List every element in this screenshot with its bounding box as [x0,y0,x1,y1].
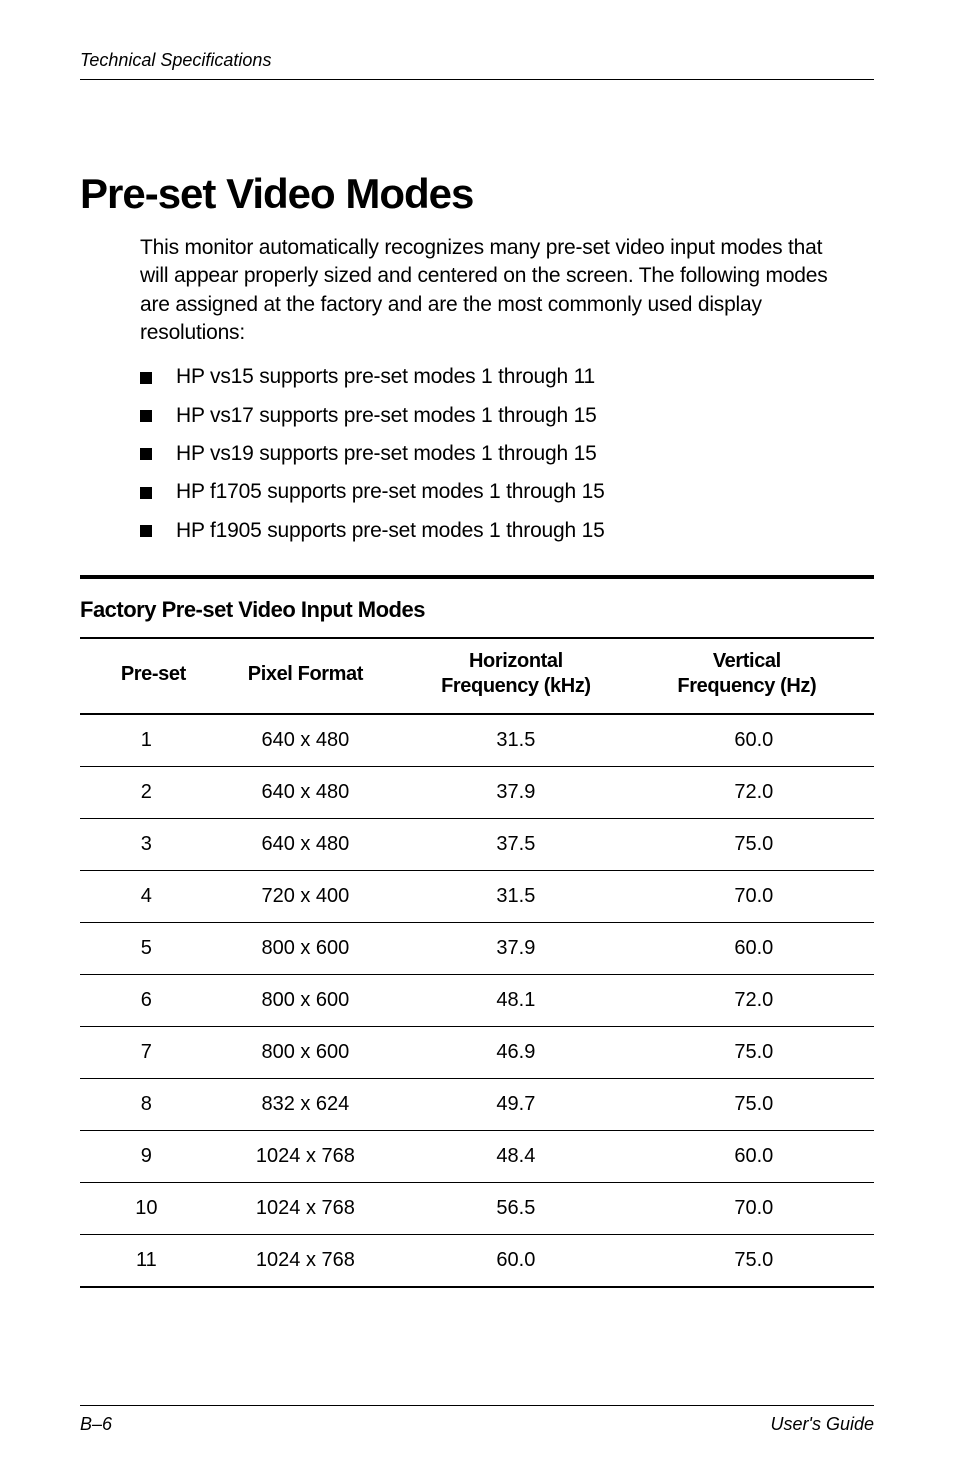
table-cell: 48.1 [398,975,634,1027]
table-row: 6800 x 60048.172.0 [80,975,874,1027]
table-cell: 800 x 600 [213,975,398,1027]
table-row: 101024 x 76856.570.0 [80,1183,874,1235]
table-row: 2640 x 48037.972.0 [80,767,874,819]
table-cell: 70.0 [634,1183,874,1235]
bullet-text: HP vs15 supports pre-set modes 1 through… [176,363,595,391]
table-row: 111024 x 76860.075.0 [80,1235,874,1288]
bullet-text: HP f1705 supports pre-set modes 1 throug… [176,478,605,506]
bullet-text: HP f1905 supports pre-set modes 1 throug… [176,517,605,545]
table-cell: 75.0 [634,1235,874,1288]
table-cell: 5 [80,923,213,975]
bullet-item: HP f1705 supports pre-set modes 1 throug… [140,478,874,506]
table-header-row: Pre-set Pixel Format HorizontalFrequency… [80,638,874,714]
table-cell: 60.0 [634,923,874,975]
square-bullet-icon [140,448,152,460]
col-header-pixel-format: Pixel Format [213,638,398,714]
table-cell: 72.0 [634,767,874,819]
footer-doc-title: User's Guide [771,1414,874,1435]
table-row: 91024 x 76848.460.0 [80,1131,874,1183]
table-cell: 800 x 600 [213,923,398,975]
table-caption: Factory Pre-set Video Input Modes [80,575,874,637]
table-cell: 8 [80,1079,213,1131]
table-cell: 60.0 [398,1235,634,1288]
table-cell: 1024 x 768 [213,1183,398,1235]
bullet-item: HP vs17 supports pre-set modes 1 through… [140,402,874,430]
bullet-item: HP vs19 supports pre-set modes 1 through… [140,440,874,468]
bullet-text: HP vs17 supports pre-set modes 1 through… [176,402,597,430]
bullet-item: HP f1905 supports pre-set modes 1 throug… [140,517,874,545]
square-bullet-icon [140,487,152,499]
table-cell: 3 [80,819,213,871]
table-cell: 800 x 600 [213,1027,398,1079]
table-row: 5800 x 60037.960.0 [80,923,874,975]
table-cell: 37.5 [398,819,634,871]
bullet-item: HP vs15 supports pre-set modes 1 through… [140,363,874,391]
page-title: Pre-set Video Modes [80,170,874,218]
intro-paragraph: This monitor automatically recognizes ma… [140,234,840,347]
table-cell: 640 x 480 [213,767,398,819]
table-cell: 1024 x 768 [213,1235,398,1288]
table-cell: 4 [80,871,213,923]
page-footer: B–6 User's Guide [80,1405,874,1435]
square-bullet-icon [140,410,152,422]
table-row: 4720 x 40031.570.0 [80,871,874,923]
table-row: 1640 x 48031.560.0 [80,714,874,767]
table-row: 3640 x 48037.575.0 [80,819,874,871]
table-cell: 2 [80,767,213,819]
table-cell: 37.9 [398,767,634,819]
table-cell: 1024 x 768 [213,1131,398,1183]
table-cell: 31.5 [398,871,634,923]
table-row: 7800 x 60046.975.0 [80,1027,874,1079]
table-cell: 7 [80,1027,213,1079]
table-cell: 60.0 [634,714,874,767]
table-cell: 720 x 400 [213,871,398,923]
table-cell: 832 x 624 [213,1079,398,1131]
col-header-preset: Pre-set [80,638,213,714]
square-bullet-icon [140,372,152,384]
table-cell: 72.0 [634,975,874,1027]
bullet-text: HP vs19 supports pre-set modes 1 through… [176,440,597,468]
table-cell: 56.5 [398,1183,634,1235]
square-bullet-icon [140,525,152,537]
running-header: Technical Specifications [80,50,874,80]
table-cell: 48.4 [398,1131,634,1183]
bullet-list: HP vs15 supports pre-set modes 1 through… [140,363,874,545]
table-cell: 75.0 [634,1079,874,1131]
table-cell: 46.9 [398,1027,634,1079]
table-cell: 640 x 480 [213,819,398,871]
page: Technical Specifications Pre-set Video M… [0,0,954,1475]
table-cell: 640 x 480 [213,714,398,767]
table-cell: 70.0 [634,871,874,923]
col-header-vertical-freq: VerticalFrequency (Hz) [634,638,874,714]
footer-page-number: B–6 [80,1414,112,1435]
table-cell: 10 [80,1183,213,1235]
table-row: 8832 x 62449.775.0 [80,1079,874,1131]
video-modes-table: Pre-set Pixel Format HorizontalFrequency… [80,637,874,1288]
table-cell: 75.0 [634,1027,874,1079]
table-cell: 49.7 [398,1079,634,1131]
col-header-horizontal-freq: HorizontalFrequency (kHz) [398,638,634,714]
table-cell: 11 [80,1235,213,1288]
table-cell: 1 [80,714,213,767]
table-cell: 37.9 [398,923,634,975]
table-cell: 6 [80,975,213,1027]
table-cell: 9 [80,1131,213,1183]
table-cell: 31.5 [398,714,634,767]
table-cell: 75.0 [634,819,874,871]
table-cell: 60.0 [634,1131,874,1183]
